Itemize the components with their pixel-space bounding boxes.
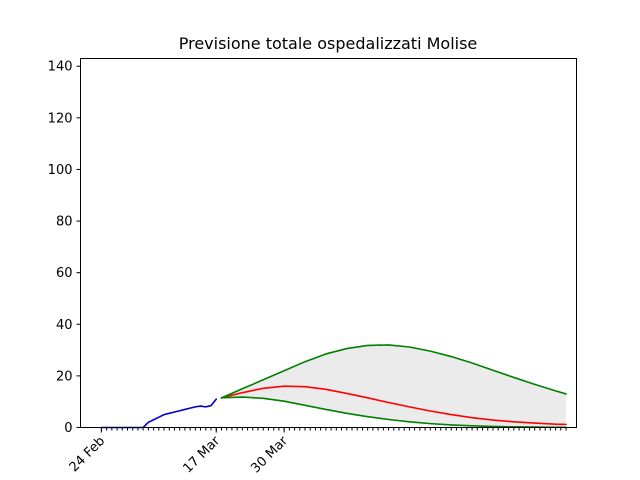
confidence-band-layer bbox=[221, 344, 567, 428]
lower-bound-line bbox=[220, 396, 567, 429]
upper-bound-line bbox=[220, 344, 567, 399]
y-tick-label: 140 bbox=[48, 60, 73, 75]
y-tick-label: 40 bbox=[56, 318, 73, 333]
y-tick-label: 80 bbox=[56, 215, 73, 230]
forecast-line bbox=[220, 385, 567, 426]
y-tick-label: 0 bbox=[64, 421, 72, 436]
y-tick-label: 120 bbox=[48, 111, 73, 126]
chart-title: Previsione totale ospedalizzati Molise bbox=[179, 34, 478, 53]
plot-frame bbox=[80, 58, 577, 428]
y-tick-label: 20 bbox=[56, 369, 73, 384]
y-tick-label: 100 bbox=[48, 163, 73, 178]
y-tick-label: 60 bbox=[56, 266, 73, 281]
y-axis: 0 20 40 60 80 100 120 140 bbox=[48, 60, 81, 436]
confidence-band bbox=[221, 344, 567, 428]
